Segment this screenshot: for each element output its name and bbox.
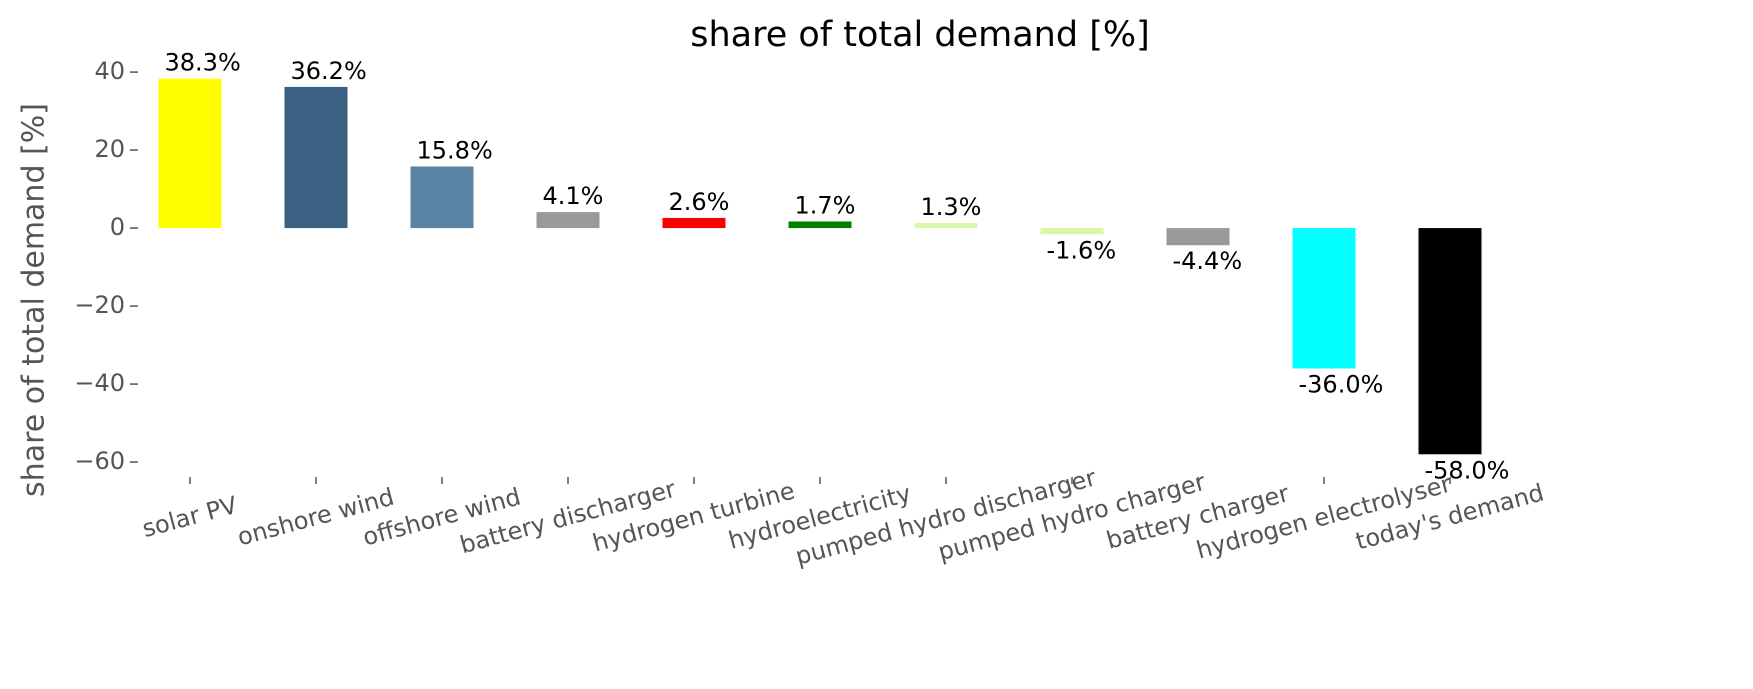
y-axis-label: share of total demand [%]	[17, 103, 52, 497]
bar	[662, 217, 726, 229]
value-label: 1.7%	[795, 191, 856, 219]
y-tick-label: 40	[94, 57, 125, 85]
value-label: 4.1%	[543, 182, 604, 210]
y-tick-label: 0	[110, 213, 125, 241]
value-label: 38.3%	[165, 49, 241, 77]
y-tick-label: −20	[74, 291, 125, 319]
x-tick-label: solar PV	[139, 491, 240, 543]
value-label: -58.0%	[1425, 456, 1510, 484]
y-tick-label: −40	[74, 369, 125, 397]
value-label: 36.2%	[291, 57, 367, 85]
chart-title: share of total demand [%]	[690, 15, 1150, 55]
bar	[1418, 228, 1482, 455]
bar	[410, 166, 474, 229]
bar	[1292, 228, 1356, 369]
value-label: -4.4%	[1173, 247, 1243, 275]
bar	[1166, 228, 1230, 246]
value-label: -36.0%	[1299, 370, 1384, 398]
value-label: 1.3%	[921, 193, 982, 221]
bar	[1040, 228, 1104, 235]
y-tick-label: 20	[94, 135, 125, 163]
y-tick-label: −60	[74, 447, 125, 475]
bar	[536, 212, 600, 229]
bar	[914, 223, 978, 229]
value-label: -1.6%	[1047, 236, 1117, 264]
bar	[788, 221, 852, 229]
bar	[284, 86, 348, 229]
value-label: 15.8%	[417, 136, 493, 164]
value-label: 2.6%	[669, 188, 730, 216]
bar	[158, 78, 222, 229]
